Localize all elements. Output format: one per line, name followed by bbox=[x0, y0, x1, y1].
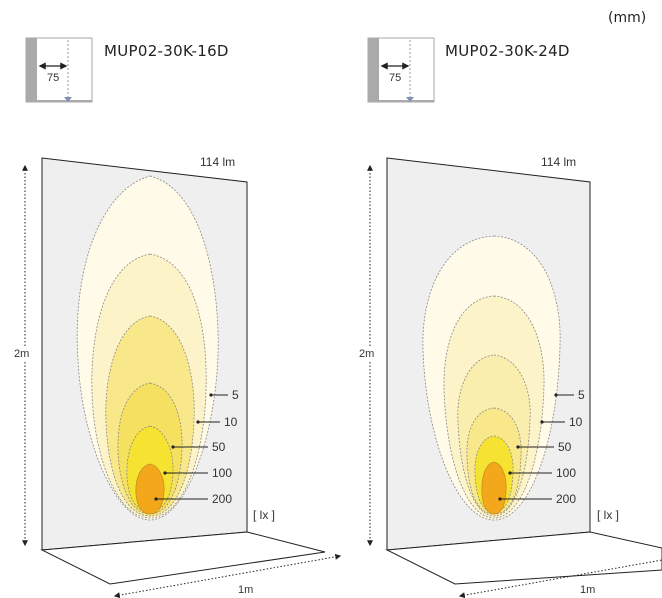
width-dimension-arrow bbox=[113, 553, 342, 598]
lux-label-5: 5 bbox=[232, 388, 239, 402]
fixture-icon bbox=[64, 97, 72, 102]
lumen-label: 114 lm bbox=[541, 155, 576, 169]
lux-label-10: 10 bbox=[224, 415, 238, 429]
lux-label-50: 50 bbox=[558, 440, 572, 454]
lumen-label: 114 lm bbox=[200, 155, 235, 169]
contour-labels: 5 10 50 100 200 bbox=[154, 388, 239, 506]
contour-200-lux bbox=[481, 461, 507, 515]
width-dimension-arrow bbox=[458, 559, 662, 598]
floor-plane bbox=[385, 531, 662, 585]
panel-16d: 75 5 10 50 100 200 bbox=[12, 37, 342, 598]
panel-24d: 75 5 10 50 100 200 114 lm [ l bbox=[357, 37, 662, 598]
lux-label-200: 200 bbox=[212, 492, 232, 506]
contour-labels: 5 10 50 100 200 bbox=[498, 388, 585, 506]
lux-label-5: 5 bbox=[578, 388, 585, 402]
wall-section bbox=[26, 38, 37, 102]
lux-unit-label: [ lx ] bbox=[253, 508, 275, 522]
width-dimension-label: 1m bbox=[580, 584, 595, 596]
width-dimension-label: 1m bbox=[238, 584, 253, 596]
height-dimension-label: 2m bbox=[14, 348, 29, 360]
lux-label-50: 50 bbox=[212, 440, 226, 454]
offset-dimension-label: 75 bbox=[47, 72, 59, 84]
height-dimension-label: 2m bbox=[359, 348, 374, 360]
unit-label: (mm) bbox=[608, 10, 647, 26]
lux-label-100: 100 bbox=[212, 466, 232, 480]
lux-label-200: 200 bbox=[556, 492, 576, 506]
panel-24d-model-title: MUP02-30K-24D bbox=[445, 42, 570, 60]
panel-16d-model-title: MUP02-30K-16D bbox=[104, 42, 229, 60]
wall-section bbox=[368, 38, 379, 102]
fixture-icon bbox=[406, 97, 414, 102]
mounting-detail-icon: 75 bbox=[25, 37, 93, 103]
lux-label-100: 100 bbox=[556, 466, 576, 480]
lux-label-10: 10 bbox=[569, 415, 583, 429]
mounting-detail-icon: 75 bbox=[367, 37, 435, 103]
offset-dimension-label: 75 bbox=[389, 72, 401, 84]
contour-200-lux bbox=[135, 463, 165, 515]
lux-unit-label: [ lx ] bbox=[597, 508, 619, 522]
